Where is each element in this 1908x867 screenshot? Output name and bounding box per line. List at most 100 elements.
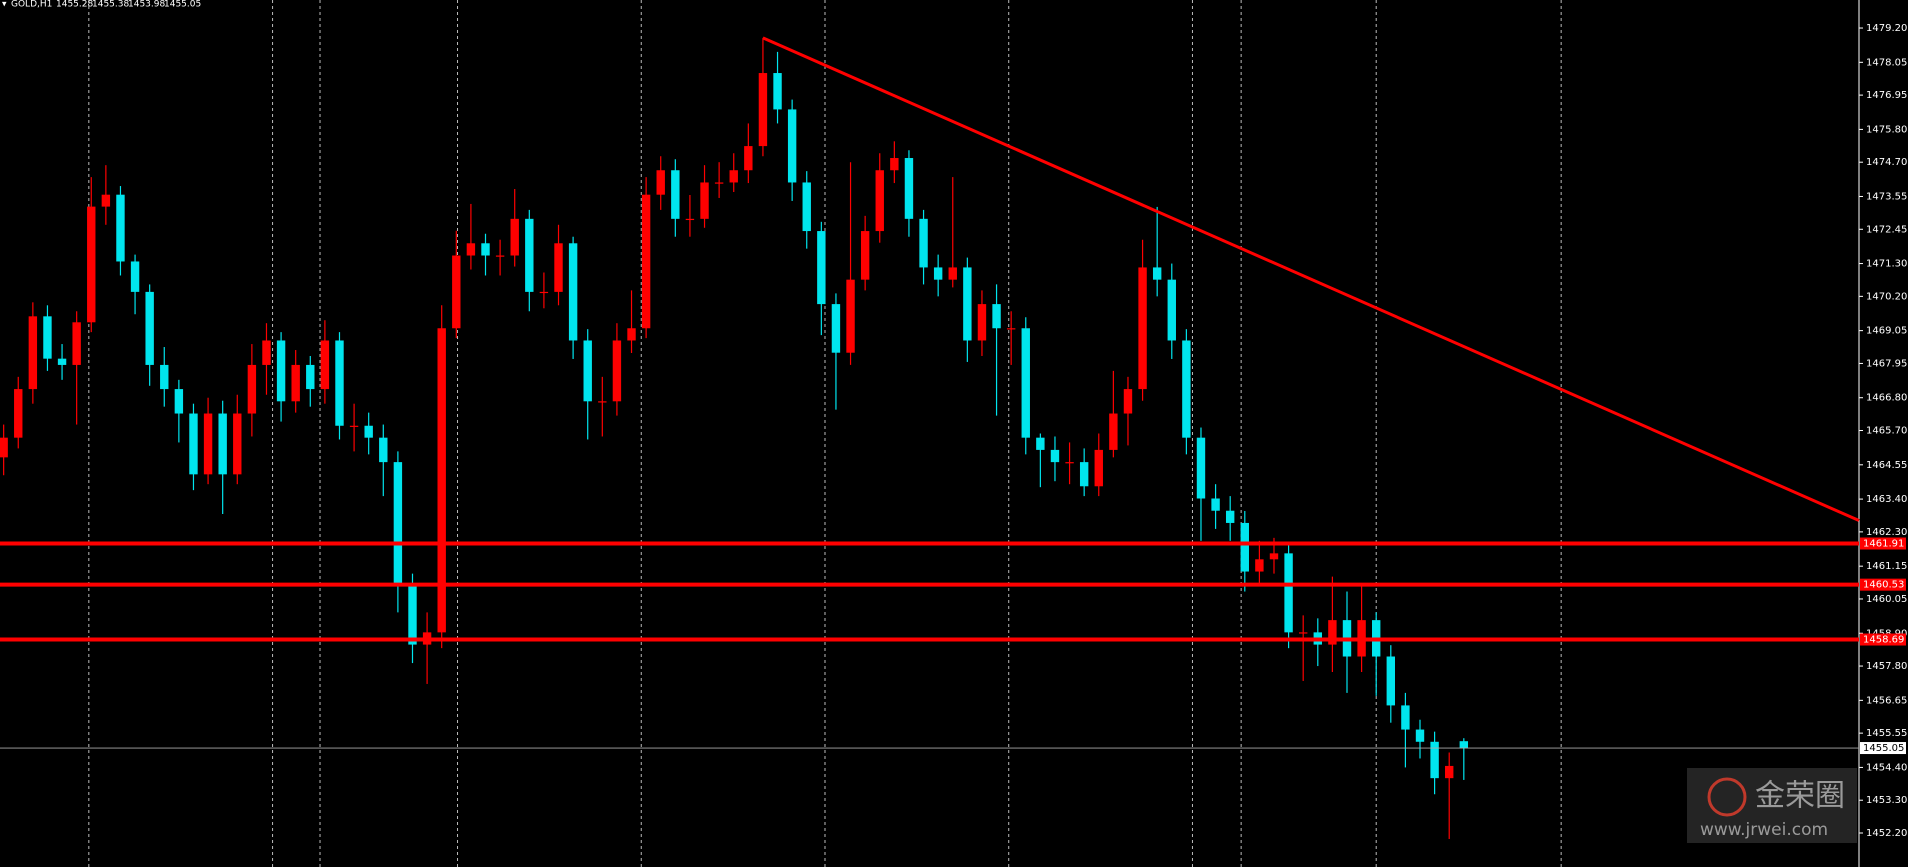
candle-body (72, 322, 81, 365)
watermark-url: www.jrwei.com (1700, 820, 1828, 840)
candle-body (641, 194, 651, 329)
y-tick-label: 1476.95 (1866, 90, 1907, 101)
candle-body (627, 328, 636, 341)
level-label: 1458.69 (1863, 635, 1904, 646)
candle-body (291, 364, 300, 402)
candle-body (306, 364, 315, 390)
symbol: GOLD,H1 (11, 0, 52, 10)
candle-body (495, 255, 505, 257)
y-tick-label: 1475.80 (1866, 124, 1907, 135)
candle-body (525, 218, 534, 292)
candle-body (1401, 705, 1410, 730)
candle-body (875, 170, 884, 232)
candle-body (1255, 559, 1264, 572)
trendline (762, 36, 1860, 522)
candle-body (364, 425, 373, 438)
candle-body (714, 182, 724, 184)
y-tick-label: 1463.40 (1866, 494, 1907, 505)
candle-body (28, 316, 38, 390)
candle-body (1298, 632, 1308, 634)
watermark: 金荣圈 www.jrwei.com (1687, 768, 1857, 843)
y-tick-label: 1478.05 (1866, 57, 1907, 68)
candle-body (57, 358, 67, 365)
y-tick-label: 1456.65 (1866, 695, 1907, 706)
y-tick-label: 1464.55 (1866, 460, 1907, 471)
candle-body (408, 583, 417, 645)
header-icon: ▾ (2, 0, 7, 10)
current-price-label: 1455.05 (1863, 743, 1904, 754)
candle-body (1284, 553, 1293, 633)
chart-header: ▾ GOLD,H1 1455.28 1455.38 1453.98 1455.0… (2, 0, 201, 10)
candle-body (481, 243, 490, 256)
y-tick-label: 1461.15 (1866, 561, 1907, 572)
candle-body (145, 291, 154, 365)
candle-body (335, 340, 344, 426)
level-label: 1461.91 (1863, 539, 1904, 550)
candle-body (1050, 449, 1060, 463)
y-tick-label: 1453.30 (1866, 795, 1907, 806)
candle-body (276, 340, 286, 402)
candle-body (992, 304, 1001, 329)
candle-body (729, 170, 738, 183)
candle-body (393, 462, 403, 584)
candle-body (612, 340, 622, 402)
candle-body (1445, 765, 1454, 779)
candle-body (0, 437, 8, 458)
y-tick-label: 1460.05 (1866, 594, 1907, 605)
y-tick-label: 1462.30 (1866, 527, 1907, 538)
candle-body (510, 218, 519, 256)
watermark-logo (1707, 777, 1747, 817)
candle-body (685, 218, 695, 221)
candle-body (1036, 437, 1045, 450)
candle-body (247, 364, 257, 414)
y-tick-label: 1472.45 (1866, 224, 1907, 235)
y-tick-label: 1474.70 (1866, 157, 1907, 168)
candle-body (773, 73, 782, 110)
candle-body (379, 437, 388, 463)
candle-body (787, 109, 797, 183)
candle-body (1138, 267, 1147, 390)
candle-body (349, 425, 359, 427)
candle-body (860, 231, 870, 280)
candle-body (466, 243, 476, 256)
candle-body (977, 304, 987, 341)
candle-body (933, 267, 943, 280)
ohlc-high: 1455.38 (92, 0, 129, 10)
candle-body (43, 316, 52, 359)
y-tick-label: 1454.40 (1866, 762, 1907, 773)
y-tick-label: 1469.05 (1866, 326, 1907, 337)
candle-body (160, 364, 169, 390)
candle-body (963, 267, 972, 341)
candle-body (189, 413, 198, 475)
candle-body (1240, 522, 1249, 572)
candle-body (758, 73, 768, 147)
ohlc-low: 1453.98 (128, 0, 165, 10)
candle-body (904, 158, 914, 219)
candle-body (1269, 553, 1279, 560)
candle-body (919, 218, 928, 268)
y-tick-label: 1466.80 (1866, 393, 1907, 404)
current-price-box (1860, 742, 1906, 755)
candle-body (1386, 656, 1396, 706)
ohlc-close: 1455.05 (164, 0, 201, 10)
candle-body (1430, 741, 1439, 779)
y-tick-label: 1452.20 (1866, 828, 1907, 839)
candle-body (1196, 437, 1206, 499)
level-label: 1460.53 (1863, 580, 1904, 591)
candle-body (1225, 510, 1235, 523)
watermark-name: 金荣圈 (1755, 779, 1845, 814)
candle-body (583, 340, 592, 402)
candle-body (539, 291, 549, 294)
candle-body (948, 267, 957, 280)
candle-body (320, 340, 330, 390)
candle-body (744, 146, 753, 171)
candle-body (1006, 328, 1016, 330)
candle-body (1211, 498, 1220, 511)
y-tick-label: 1470.20 (1866, 291, 1907, 302)
candle-body (203, 413, 213, 475)
candle-body (116, 194, 125, 262)
candle-body (1167, 279, 1176, 341)
